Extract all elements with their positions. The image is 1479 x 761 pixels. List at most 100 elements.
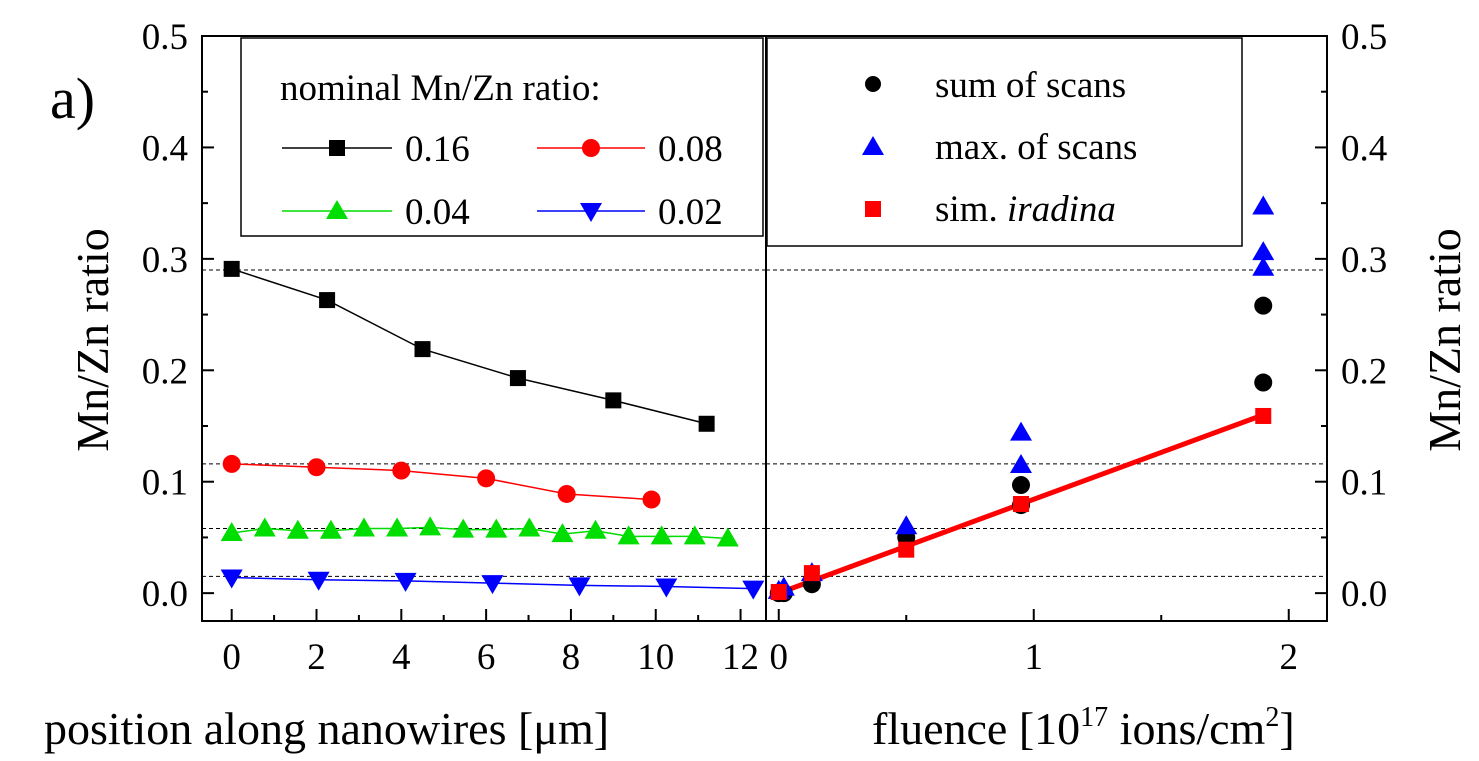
legend-a-label-2: 0.04	[405, 192, 470, 233]
y-tick-label-0-2: 0.2	[142, 351, 188, 392]
data-point-0-2-1	[253, 517, 276, 537]
legend-a-title: nominal Mn/Zn ratio:	[280, 68, 601, 109]
legend-b-label-1: max. of scans	[935, 127, 1137, 168]
data-point-1-0-7	[1254, 373, 1273, 392]
series-1-0	[769, 296, 1273, 603]
data-point-0-2-8	[485, 518, 508, 538]
legend-a-entry-0: 0.16	[282, 129, 470, 170]
x-axis-title-b-sup1: 17	[1080, 702, 1108, 733]
legend-a-marker-1	[582, 139, 600, 157]
x-axis-title-b-end: ]	[1279, 703, 1294, 754]
legend-a-label-1: 0.08	[658, 129, 723, 170]
y-tick-label-0-5: 0.5	[142, 17, 188, 58]
y-tick-label-0-1: 0.1	[142, 463, 188, 504]
series-0-2	[220, 516, 739, 547]
data-point-0-0-4	[605, 392, 622, 409]
legend-b-marker-0	[865, 76, 881, 92]
legend-a-marker-2	[326, 200, 348, 219]
x-axis-title-b-sup2: 2	[1265, 702, 1279, 733]
x-axis-title-b: fluence [1017 ions/cm2]	[872, 702, 1295, 754]
data-point-1-1-5	[1010, 454, 1032, 473]
legend-a-entry-2: 0.04	[282, 192, 470, 233]
data-point-0-0-5	[698, 415, 715, 432]
data-point-0-1-4	[557, 484, 576, 503]
x-tick-label-0-3: 6	[477, 637, 496, 678]
data-point-1-2-3	[1013, 496, 1029, 512]
legend-b-entry-2: sim. iradina	[865, 189, 1116, 230]
data-point-0-2-3	[319, 519, 342, 539]
data-point-1-2-4	[1255, 407, 1272, 424]
data-point-0-2-4	[352, 517, 375, 537]
data-point-0-1-2	[392, 461, 411, 480]
series-line-0-1	[231, 463, 652, 501]
data-point-0-3-1	[307, 571, 330, 591]
x-tick-label-0-4: 8	[562, 637, 581, 678]
data-point-1-1-4	[1010, 421, 1032, 441]
legend-b-label-2-prefix: sim.	[935, 189, 1007, 230]
data-point-0-2-0	[220, 521, 243, 541]
legend-a-entry-1: 0.08	[537, 129, 723, 170]
data-point-0-3-6	[742, 580, 765, 600]
data-point-0-2-15	[716, 527, 739, 547]
data-point-1-1-7	[1252, 241, 1275, 261]
x-tick-label-1-2: 2	[1280, 637, 1299, 678]
legend-b-label-0: sum of scans	[935, 65, 1126, 106]
legend-a-marker-3	[580, 203, 602, 222]
x-tick-label-0-1: 2	[307, 637, 326, 678]
data-point-0-2-13	[650, 525, 673, 545]
data-point-0-2-5	[386, 517, 409, 537]
y-axis-title-left: Mn/Zn ratio	[67, 228, 118, 452]
data-point-0-2-9	[518, 517, 541, 537]
data-point-1-1-6	[1252, 195, 1275, 215]
data-point-0-3-2	[394, 572, 417, 592]
x-axis-title-b-mid: ions/cm	[1108, 703, 1265, 754]
legend-b-label-2-italic: iradina	[1007, 189, 1116, 230]
data-point-1-0-6	[1254, 296, 1273, 315]
y-tick-label-1-5: 0.5	[1341, 17, 1387, 58]
series-1-1	[767, 195, 1275, 599]
legend-a-box	[240, 37, 764, 237]
data-point-0-0-3	[509, 370, 526, 387]
series-line-0-0	[231, 268, 707, 425]
data-point-0-2-12	[617, 525, 640, 545]
x-axis-title-b-main: fluence [10	[872, 703, 1080, 754]
legend-a: nominal Mn/Zn ratio: 0.16 0.08 0.04 0.02	[240, 37, 764, 237]
series-line-0-2	[231, 526, 728, 540]
data-point-0-1-3	[477, 469, 496, 488]
data-point-0-3-5	[655, 578, 678, 598]
legend-a-marker-0	[329, 140, 345, 156]
legend-a-label-0: 0.16	[405, 129, 470, 170]
series-0-1	[222, 454, 661, 509]
x-tick-label-0-5: 10	[637, 637, 674, 678]
data-point-0-1-1	[307, 458, 326, 477]
data-point-0-2-6	[419, 516, 442, 536]
x-tick-label-0-2: 4	[392, 637, 411, 678]
x-tick-label-1-1: 1	[1025, 637, 1044, 678]
y-tick-label-1-4: 0.4	[1341, 128, 1387, 169]
data-point-0-0-0	[223, 260, 240, 277]
data-point-1-2-1	[803, 565, 820, 582]
data-point-1-0-4	[1012, 476, 1030, 495]
plot-frame-1	[765, 35, 1328, 622]
data-point-1-1-3	[895, 515, 918, 535]
legend-b-box	[766, 37, 1243, 247]
x-tick-label-0-0: 0	[222, 637, 241, 678]
data-point-0-2-10	[551, 523, 574, 543]
panel-a-label: a)	[50, 66, 95, 131]
data-point-0-2-11	[584, 519, 607, 539]
y-tick-label-1-0: 0.0	[1341, 574, 1387, 615]
data-point-0-0-2	[414, 341, 431, 358]
legend-b-entry-0: sum of scans	[865, 65, 1126, 106]
data-point-0-2-7	[452, 518, 475, 538]
data-point-0-1-0	[222, 454, 241, 473]
legend-b-label-2: sim. iradina	[935, 189, 1116, 230]
y-tick-label-1-2: 0.2	[1341, 351, 1387, 392]
series-1-2	[770, 407, 1272, 601]
y-tick-label-0-3: 0.3	[142, 240, 188, 281]
legend-b-entry-1: max. of scans	[862, 127, 1137, 168]
y-tick-label-0-0: 0.0	[142, 574, 188, 615]
data-point-0-1-5	[642, 490, 661, 509]
data-point-1-2-0	[770, 584, 787, 601]
data-point-0-2-14	[683, 525, 706, 545]
